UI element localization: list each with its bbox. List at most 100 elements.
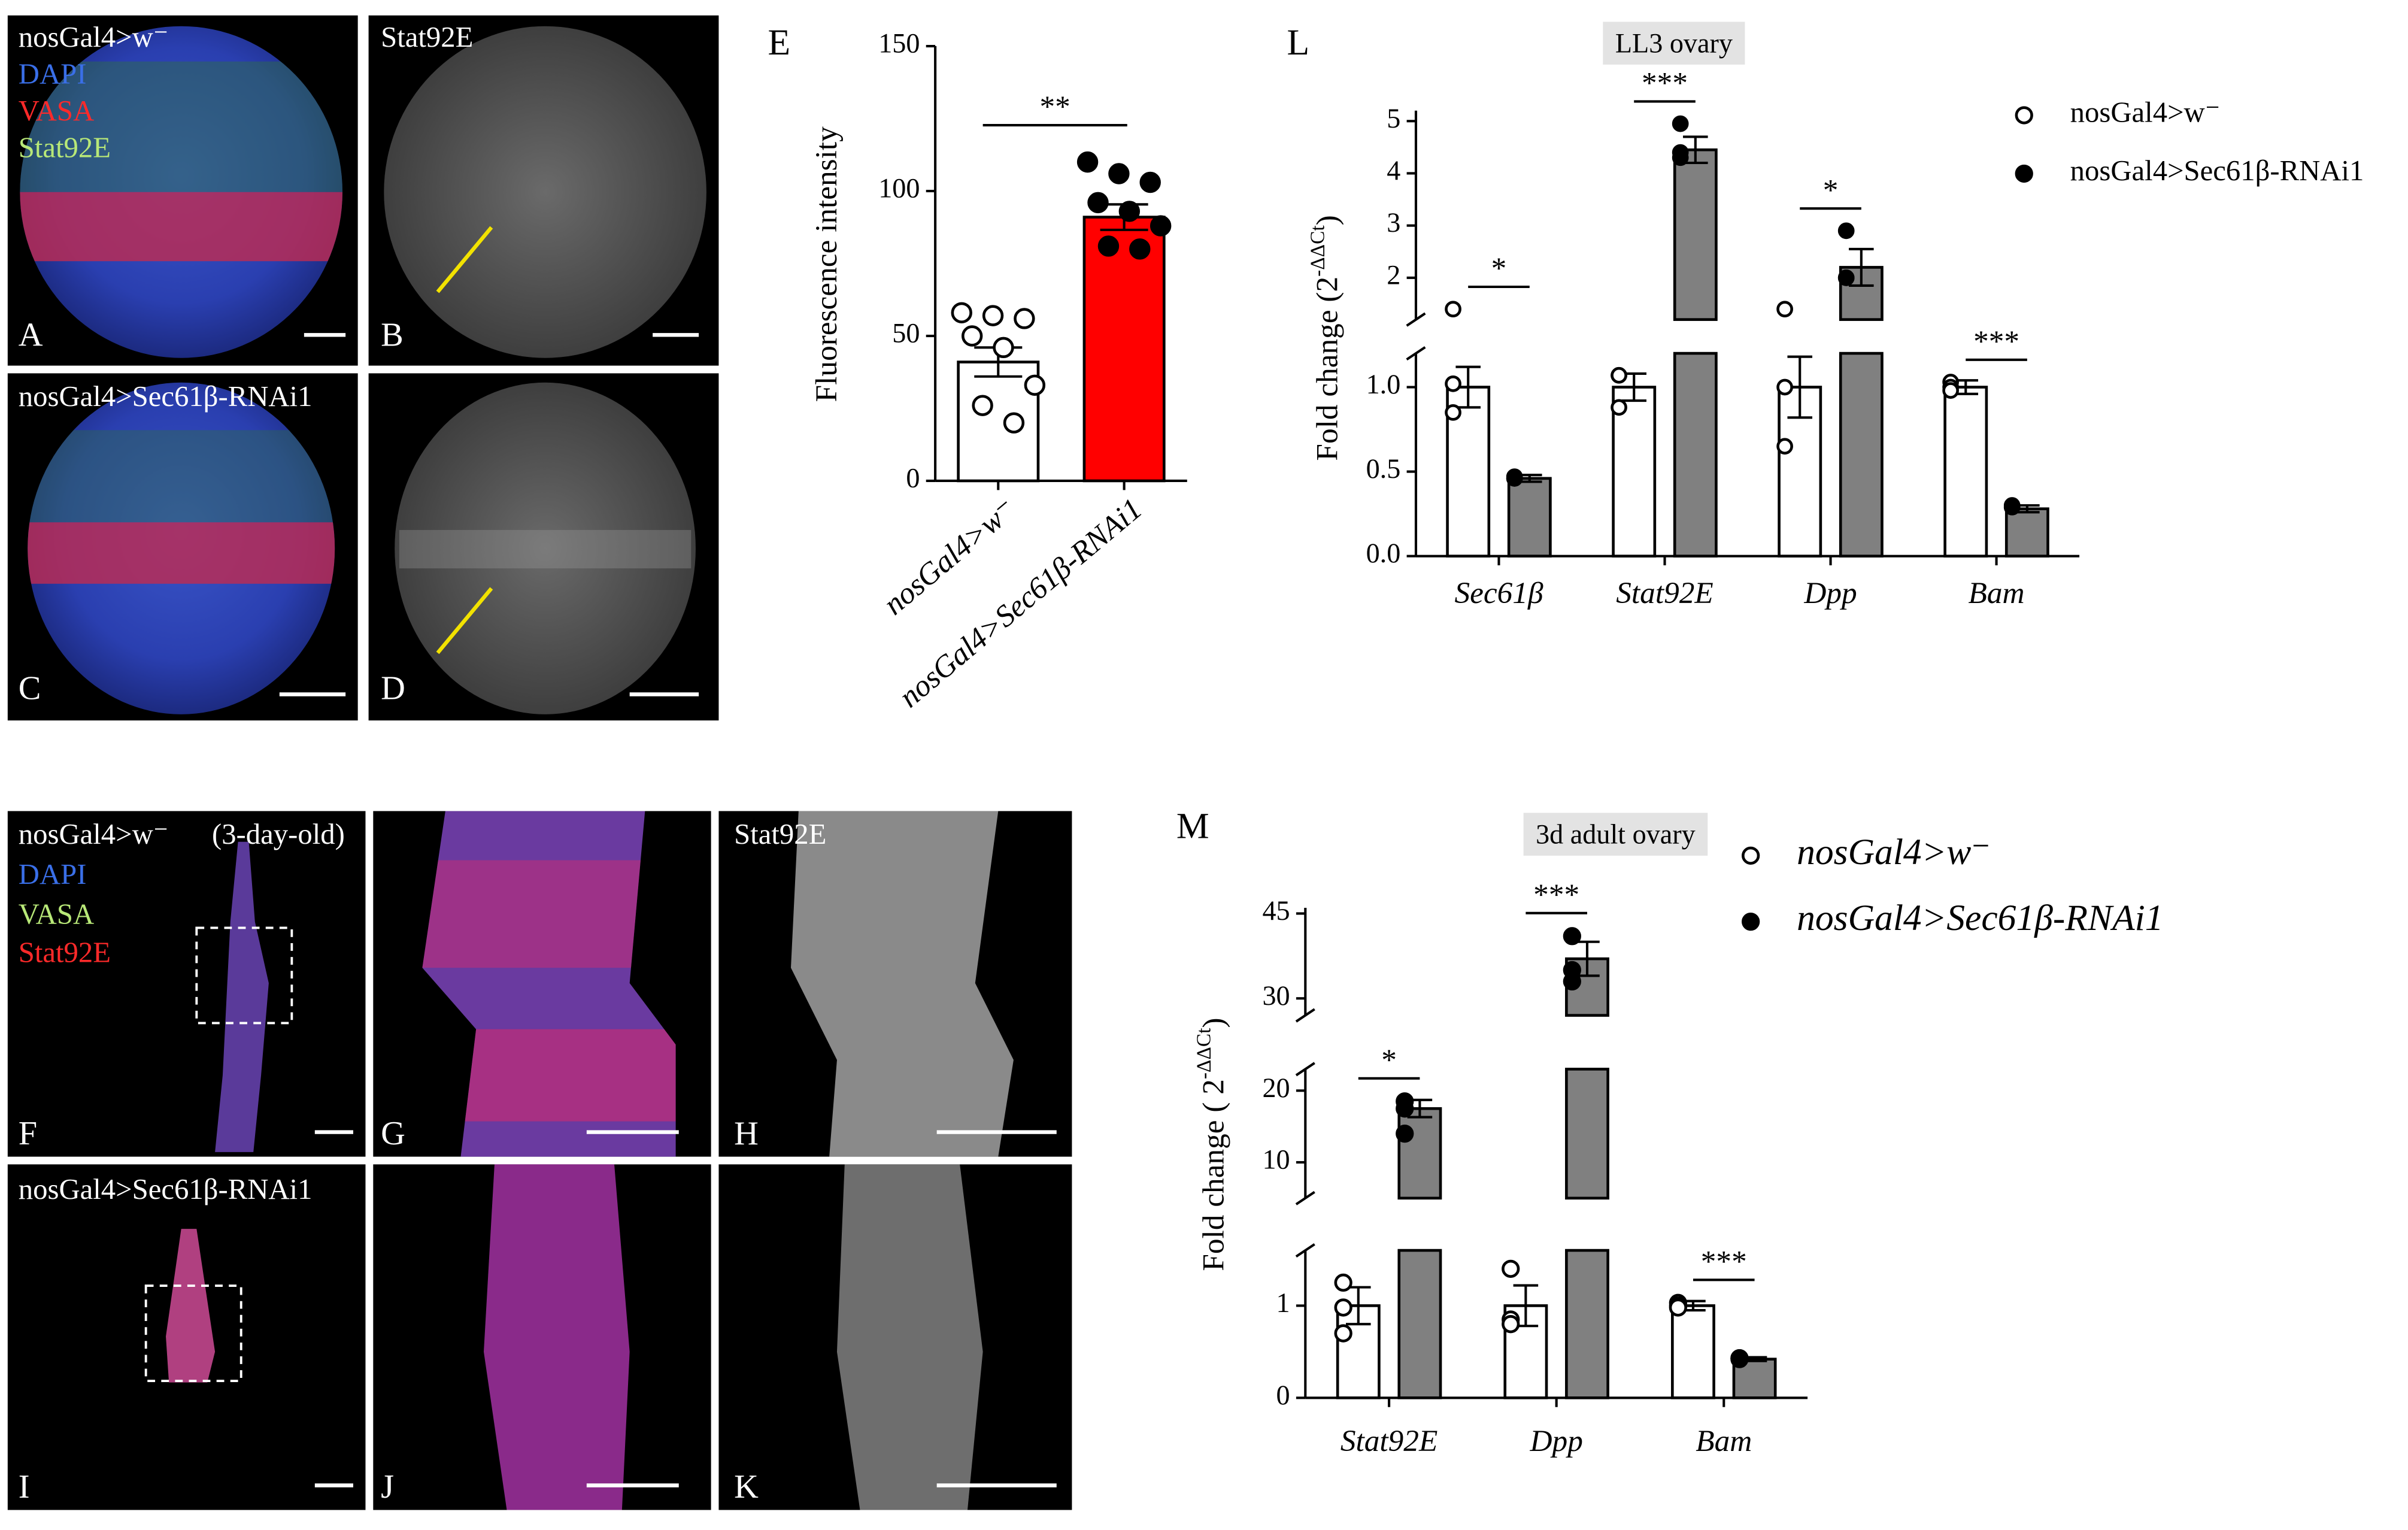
legend-marker bbox=[1742, 846, 1760, 865]
data-point bbox=[1669, 1298, 1687, 1317]
bar bbox=[1839, 352, 1884, 558]
data-point bbox=[1396, 1124, 1414, 1143]
y-axis-label-sup: -ΔΔCt bbox=[1193, 1028, 1215, 1079]
data-point bbox=[1087, 192, 1109, 214]
stain: Stat92E bbox=[734, 818, 826, 850]
y-axis-label-end: ) bbox=[1310, 215, 1344, 225]
bar bbox=[1673, 148, 1718, 321]
x-tick-label: Bam bbox=[1969, 576, 2025, 610]
y-tick-label: 5 bbox=[1387, 103, 1400, 134]
bar bbox=[1565, 1068, 1609, 1200]
data-point bbox=[1942, 382, 1959, 399]
bar bbox=[1565, 1249, 1609, 1399]
chart-title: LL3 ovary bbox=[1615, 28, 1733, 59]
error-bar bbox=[1787, 355, 1813, 419]
panel-letter: H bbox=[734, 1115, 759, 1152]
error-bar bbox=[1455, 365, 1481, 409]
data-point bbox=[1776, 438, 1793, 455]
axis-break bbox=[1295, 1190, 1315, 1205]
overlay bbox=[28, 430, 335, 584]
data-point bbox=[2003, 497, 2021, 514]
data-point bbox=[1003, 412, 1025, 434]
significance: *** bbox=[1973, 325, 2019, 359]
y-tick-label: 45 bbox=[1262, 895, 1290, 926]
arrow bbox=[436, 587, 493, 655]
stain: DAPI bbox=[19, 58, 87, 90]
y-tick-label: 1 bbox=[1276, 1287, 1290, 1318]
significance: * bbox=[1823, 173, 1839, 207]
data-point bbox=[1672, 149, 1689, 166]
age: (3-day-old) bbox=[212, 818, 345, 850]
bar bbox=[1397, 1107, 1442, 1200]
x-tick-label: nosGal4>Sec61β-RNAi1 bbox=[893, 492, 1149, 714]
bar bbox=[1732, 1358, 1777, 1399]
legend-label: nosGal4>w⁻ bbox=[2070, 96, 2221, 129]
y-tick-label: 0.0 bbox=[1366, 538, 1401, 568]
panel-letter: M bbox=[1176, 805, 1209, 846]
stain: Stat92E bbox=[19, 937, 111, 969]
y-tick-label: 20 bbox=[1262, 1072, 1290, 1103]
data-point bbox=[951, 302, 972, 323]
data-point bbox=[972, 395, 993, 416]
panel-letter: J bbox=[381, 1468, 394, 1505]
panel-letter: I bbox=[19, 1468, 30, 1505]
y-axis-label-text: Fluorescence intensity bbox=[809, 126, 844, 402]
y-tick-label: 50 bbox=[892, 318, 920, 349]
data-point bbox=[982, 305, 1004, 326]
data-point bbox=[1334, 1324, 1352, 1343]
x-tick-label: Stat92E bbox=[1341, 1424, 1437, 1458]
stain: DAPI bbox=[19, 858, 87, 890]
bar bbox=[1778, 386, 1822, 558]
data-point bbox=[1611, 399, 1627, 416]
data-point bbox=[1672, 115, 1689, 132]
title-box bbox=[1603, 22, 1745, 65]
genotype: nosGal4>Sec61β-RNAi1 bbox=[19, 1173, 313, 1205]
panel-letter: G bbox=[381, 1115, 405, 1152]
data-point bbox=[1563, 927, 1581, 946]
x-tick-label: Dpp bbox=[1803, 576, 1857, 610]
data-point bbox=[1076, 151, 1099, 173]
significance: * bbox=[1381, 1043, 1397, 1077]
bar bbox=[1507, 477, 1552, 558]
x-tick-label: Dpp bbox=[1530, 1424, 1583, 1458]
bar bbox=[1671, 1304, 1715, 1399]
legend-label: nosGal4>w⁻ bbox=[1797, 832, 1991, 872]
y-axis-label-end: ) bbox=[1196, 1018, 1230, 1028]
data-point bbox=[1129, 238, 1151, 260]
y-tick-label: 150 bbox=[878, 28, 920, 59]
axis-break bbox=[1406, 312, 1426, 327]
data-point bbox=[1730, 1349, 1749, 1368]
legend-marker bbox=[2015, 106, 2033, 125]
y-axis-label: Fold change ( 2-ΔΔCt) bbox=[1193, 1018, 1230, 1271]
panel-letter: K bbox=[734, 1468, 759, 1505]
y-tick-label: 4 bbox=[1387, 155, 1400, 186]
data-point bbox=[1139, 171, 1161, 193]
panel-letter: E bbox=[768, 22, 791, 63]
inset-box bbox=[195, 926, 293, 1025]
chart-title: 3d adult ovary bbox=[1536, 819, 1696, 850]
micrograph bbox=[7, 811, 366, 1157]
data-point bbox=[1150, 215, 1172, 237]
ovariole bbox=[836, 1164, 983, 1510]
stain: Stat92E bbox=[19, 132, 111, 164]
y-axis-label-sup: -ΔΔCt bbox=[1306, 225, 1329, 277]
y-tick-label: 10 bbox=[1262, 1144, 1290, 1175]
bar bbox=[1943, 386, 1988, 558]
y-tick-label: 0 bbox=[1276, 1380, 1290, 1410]
data-point bbox=[993, 337, 1014, 359]
panel-letter: C bbox=[19, 669, 41, 707]
genotype: nosGal4>w⁻ bbox=[19, 818, 169, 850]
data-point bbox=[1502, 1259, 1520, 1278]
overlay bbox=[20, 61, 343, 262]
data-point bbox=[1563, 972, 1581, 991]
data-point bbox=[1506, 468, 1523, 485]
ovariole bbox=[483, 1164, 630, 1510]
panel-letter: A bbox=[19, 316, 43, 353]
bar bbox=[1673, 352, 1718, 558]
ovary bbox=[395, 382, 696, 714]
title-box bbox=[1523, 813, 1708, 856]
data-point bbox=[961, 325, 983, 347]
bar bbox=[1082, 216, 1166, 483]
data-point bbox=[1334, 1298, 1352, 1317]
